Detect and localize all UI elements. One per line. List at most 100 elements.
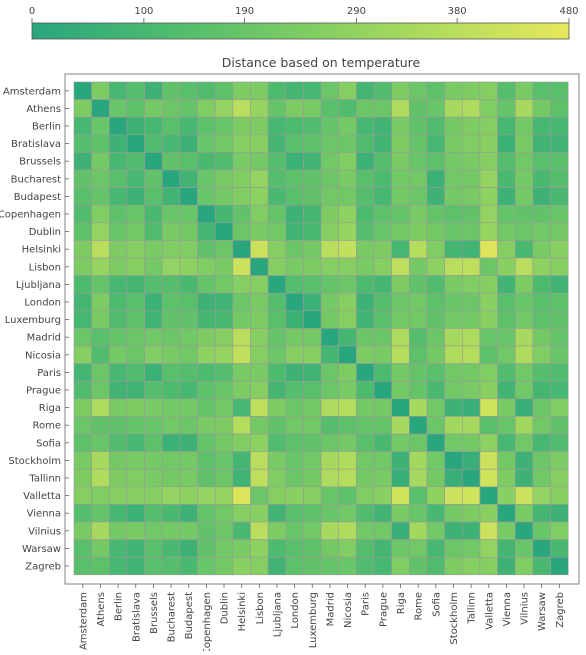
x-tick-label: Vienna bbox=[502, 592, 513, 626]
heatmap-cell bbox=[91, 539, 110, 558]
x-tick-label: Ljubljana bbox=[272, 592, 283, 637]
heatmap-cell bbox=[391, 416, 410, 435]
heatmap-cell bbox=[179, 345, 198, 364]
heatmap-cell bbox=[250, 275, 269, 294]
heatmap-cell bbox=[197, 134, 216, 153]
heatmap-cell bbox=[373, 134, 392, 153]
heatmap-cell bbox=[461, 310, 481, 329]
heatmap-cell bbox=[232, 486, 251, 505]
heatmap-cell bbox=[73, 398, 92, 417]
heatmap-cell bbox=[109, 134, 128, 153]
heatmap-cell bbox=[479, 363, 498, 382]
heatmap-cell bbox=[426, 486, 445, 505]
heatmap-cell bbox=[179, 416, 198, 435]
heatmap-cell bbox=[532, 416, 551, 435]
heatmap-cell bbox=[179, 275, 198, 294]
heatmap-cell bbox=[267, 292, 287, 312]
heatmap-cell bbox=[197, 257, 216, 276]
heatmap-cell bbox=[514, 152, 534, 171]
heatmap-cell bbox=[197, 187, 216, 206]
heatmap-cell bbox=[109, 504, 128, 523]
heatmap-cell bbox=[285, 310, 304, 329]
heatmap-cell bbox=[479, 416, 498, 435]
heatmap-cell bbox=[179, 486, 198, 505]
heatmap-cell bbox=[426, 152, 445, 171]
heatmap-cell bbox=[497, 363, 516, 382]
heatmap-cell bbox=[109, 292, 128, 312]
heatmap-cell bbox=[109, 468, 128, 488]
y-tick-label: Nicosia bbox=[25, 350, 61, 361]
heatmap-cell bbox=[267, 222, 287, 241]
heatmap-cell bbox=[161, 187, 181, 206]
heatmap-cell bbox=[285, 398, 304, 417]
heatmap-cell bbox=[161, 468, 181, 488]
heatmap-cell bbox=[356, 292, 375, 312]
heatmap-cell bbox=[214, 240, 234, 259]
heatmap-cell bbox=[91, 451, 110, 470]
heatmap-cell bbox=[550, 363, 569, 382]
heatmap-cell bbox=[409, 99, 428, 118]
heatmap-cell bbox=[250, 152, 269, 171]
heatmap-cell bbox=[373, 222, 392, 241]
heatmap-cell bbox=[320, 134, 340, 153]
heatmap-cell bbox=[338, 204, 357, 224]
heatmap-cell bbox=[250, 310, 269, 329]
heatmap-cell bbox=[497, 81, 516, 100]
heatmap-cell bbox=[91, 380, 110, 400]
heatmap-cell bbox=[303, 539, 322, 558]
heatmap-cell bbox=[532, 433, 551, 452]
heatmap-cell bbox=[356, 468, 375, 488]
x-tick-label: Warsaw bbox=[537, 592, 548, 631]
heatmap-cell bbox=[303, 451, 322, 470]
heatmap-cell bbox=[356, 222, 375, 241]
heatmap-cell bbox=[409, 222, 428, 241]
heatmap-cell bbox=[267, 257, 287, 276]
heatmap-cell bbox=[514, 99, 534, 118]
heatmap-cell bbox=[91, 134, 110, 153]
x-axis-labels: Amsterdam Athens Berlin Bratislava Brussels B… bbox=[78, 584, 566, 655]
heatmap-cell bbox=[479, 152, 498, 171]
heatmap-cell bbox=[409, 416, 428, 435]
heatmap-cell bbox=[426, 222, 445, 241]
heatmap-cell bbox=[444, 363, 463, 382]
heatmap-cell bbox=[338, 187, 357, 206]
heatmap-cell bbox=[214, 345, 234, 364]
heatmap-cell bbox=[444, 292, 463, 312]
heatmap-cell bbox=[444, 240, 463, 259]
heatmap-cell bbox=[161, 134, 181, 153]
heatmap-cell bbox=[285, 275, 304, 294]
heatmap-cell bbox=[285, 416, 304, 435]
heatmap-cell bbox=[426, 468, 445, 488]
colorbar-tick-label: 290 bbox=[347, 6, 366, 17]
heatmap-cell bbox=[197, 398, 216, 417]
y-tick-label: Warsaw bbox=[22, 544, 61, 555]
heatmap-cell bbox=[267, 486, 287, 505]
heatmap-cell bbox=[391, 539, 410, 558]
heatmap-cell bbox=[550, 81, 569, 100]
heatmap-cell bbox=[197, 521, 216, 540]
heatmap-cell bbox=[409, 204, 428, 224]
heatmap-cell bbox=[373, 81, 392, 100]
heatmap-cell bbox=[426, 292, 445, 312]
heatmap-cell bbox=[550, 328, 569, 347]
heatmap-cell bbox=[197, 504, 216, 523]
heatmap-cell bbox=[409, 275, 428, 294]
heatmap-cell bbox=[532, 222, 551, 241]
heatmap-cell bbox=[232, 99, 251, 118]
heatmap-cell bbox=[214, 451, 234, 470]
colorbar-tick-label: 0 bbox=[29, 6, 35, 17]
heatmap-cell bbox=[409, 380, 428, 400]
heatmap-cell bbox=[373, 486, 392, 505]
heatmap-cell bbox=[179, 222, 198, 241]
heatmap-cell bbox=[161, 556, 181, 576]
heatmap-cell bbox=[409, 257, 428, 276]
heatmap-cell bbox=[73, 539, 92, 558]
heatmap-cell bbox=[444, 222, 463, 241]
colorbar-tick-label: 480 bbox=[559, 6, 578, 17]
heatmap-cell bbox=[514, 222, 534, 241]
heatmap-cell bbox=[303, 380, 322, 400]
heatmap-cell bbox=[214, 275, 234, 294]
heatmap-cell bbox=[461, 451, 481, 470]
heatmap-cell bbox=[161, 257, 181, 276]
heatmap-cell bbox=[426, 539, 445, 558]
